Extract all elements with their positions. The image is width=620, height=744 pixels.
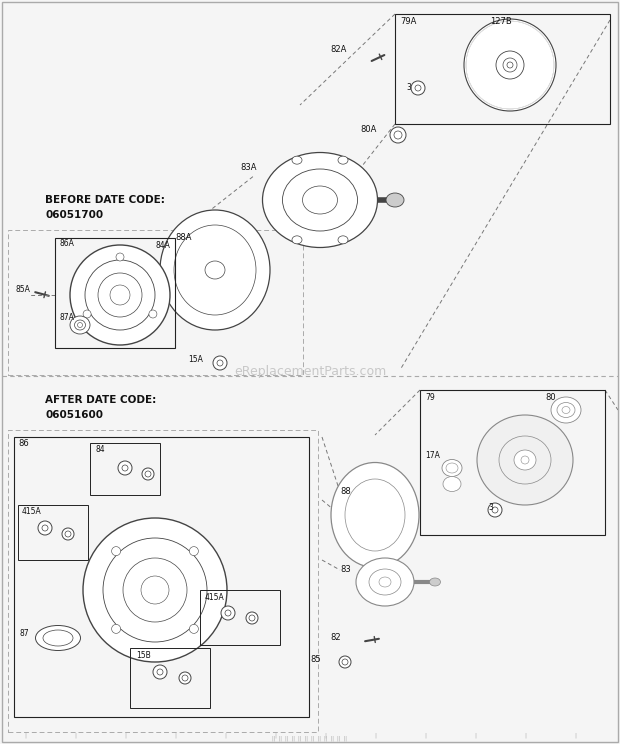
- Text: |: |: [174, 732, 176, 738]
- Bar: [130, 648, 210, 708]
- Text: 86A: 86A: [60, 240, 75, 248]
- Text: |: |: [74, 732, 76, 738]
- Text: BEFORE DATE CODE:: BEFORE DATE CODE:: [45, 195, 165, 205]
- Text: 06051700: 06051700: [45, 210, 103, 220]
- Ellipse shape: [338, 236, 348, 244]
- Ellipse shape: [70, 245, 170, 345]
- Ellipse shape: [153, 665, 167, 679]
- Text: |: |: [24, 732, 26, 738]
- Text: 79A: 79A: [400, 18, 417, 27]
- Ellipse shape: [116, 253, 124, 261]
- Ellipse shape: [464, 19, 556, 111]
- Ellipse shape: [442, 460, 462, 476]
- Bar: [14, 437, 309, 717]
- Ellipse shape: [142, 468, 154, 480]
- Ellipse shape: [551, 397, 581, 423]
- Text: |: |: [374, 732, 376, 738]
- Ellipse shape: [149, 310, 157, 318]
- Ellipse shape: [221, 606, 235, 620]
- Ellipse shape: [379, 577, 391, 587]
- Ellipse shape: [83, 518, 227, 662]
- Text: 83: 83: [340, 565, 351, 574]
- Ellipse shape: [70, 316, 90, 334]
- Ellipse shape: [292, 156, 302, 164]
- Ellipse shape: [112, 624, 121, 633]
- Text: 84A: 84A: [155, 240, 170, 249]
- Ellipse shape: [189, 547, 198, 556]
- Ellipse shape: [514, 450, 536, 470]
- Ellipse shape: [503, 58, 517, 72]
- Bar: [90, 443, 160, 495]
- Text: 15A: 15A: [188, 356, 203, 365]
- Text: |: |: [574, 732, 576, 738]
- Bar: [420, 390, 605, 535]
- Text: 84: 84: [95, 446, 105, 455]
- Text: 85: 85: [310, 655, 321, 664]
- Text: |: |: [124, 732, 126, 738]
- Ellipse shape: [477, 415, 573, 505]
- Ellipse shape: [430, 578, 440, 586]
- Ellipse shape: [386, 193, 404, 207]
- Ellipse shape: [62, 528, 74, 540]
- Bar: [395, 14, 610, 124]
- Bar: [18, 505, 88, 560]
- Text: 88A: 88A: [175, 234, 192, 243]
- Bar: [8, 230, 303, 375]
- Text: 80: 80: [545, 393, 556, 402]
- Ellipse shape: [292, 236, 302, 244]
- Text: 3: 3: [488, 504, 493, 513]
- Text: ||  ||  ||  ||  ||  ||  ||  ||  ||  ||  ||  ||: || || || || || || || || || || || ||: [273, 735, 347, 741]
- Ellipse shape: [303, 186, 337, 214]
- Text: 15B: 15B: [136, 650, 151, 659]
- Ellipse shape: [35, 626, 81, 650]
- Ellipse shape: [246, 612, 258, 624]
- Text: eReplacementParts.com: eReplacementParts.com: [234, 365, 386, 379]
- Ellipse shape: [189, 624, 198, 633]
- Ellipse shape: [331, 463, 419, 568]
- Text: |: |: [474, 732, 476, 738]
- Ellipse shape: [38, 521, 52, 535]
- Ellipse shape: [390, 127, 406, 143]
- Text: 3: 3: [406, 83, 411, 92]
- Ellipse shape: [488, 503, 502, 517]
- Ellipse shape: [496, 51, 524, 79]
- Ellipse shape: [112, 547, 121, 556]
- Text: 87A: 87A: [60, 313, 75, 322]
- Text: 83A: 83A: [240, 164, 257, 173]
- Ellipse shape: [213, 356, 227, 370]
- Bar: [200, 590, 280, 645]
- Text: 80A: 80A: [360, 126, 376, 135]
- Text: |: |: [224, 732, 226, 738]
- Ellipse shape: [118, 461, 132, 475]
- Ellipse shape: [339, 656, 351, 668]
- Text: 127B: 127B: [490, 18, 511, 27]
- Text: 415A: 415A: [22, 507, 42, 516]
- Text: 06051600: 06051600: [45, 410, 103, 420]
- Text: 87: 87: [20, 629, 30, 638]
- Ellipse shape: [160, 210, 270, 330]
- Ellipse shape: [338, 156, 348, 164]
- Text: |: |: [274, 732, 276, 738]
- Ellipse shape: [356, 558, 414, 606]
- Ellipse shape: [411, 81, 425, 95]
- Text: 17A: 17A: [425, 451, 440, 460]
- Text: 415A: 415A: [205, 592, 224, 601]
- Text: |: |: [524, 732, 526, 738]
- Bar: [55, 238, 175, 348]
- Text: AFTER DATE CODE:: AFTER DATE CODE:: [45, 395, 156, 405]
- Text: 82: 82: [330, 633, 340, 643]
- Ellipse shape: [179, 672, 191, 684]
- Ellipse shape: [262, 153, 378, 248]
- Bar: [8, 430, 318, 732]
- Text: 82A: 82A: [330, 45, 347, 54]
- Text: |: |: [424, 732, 426, 738]
- Ellipse shape: [83, 310, 91, 318]
- Ellipse shape: [443, 476, 461, 492]
- Text: 88: 88: [340, 487, 351, 496]
- Text: 85A: 85A: [16, 286, 31, 295]
- Text: 86: 86: [18, 440, 29, 449]
- Text: |: |: [324, 732, 326, 738]
- Text: 79: 79: [425, 393, 435, 402]
